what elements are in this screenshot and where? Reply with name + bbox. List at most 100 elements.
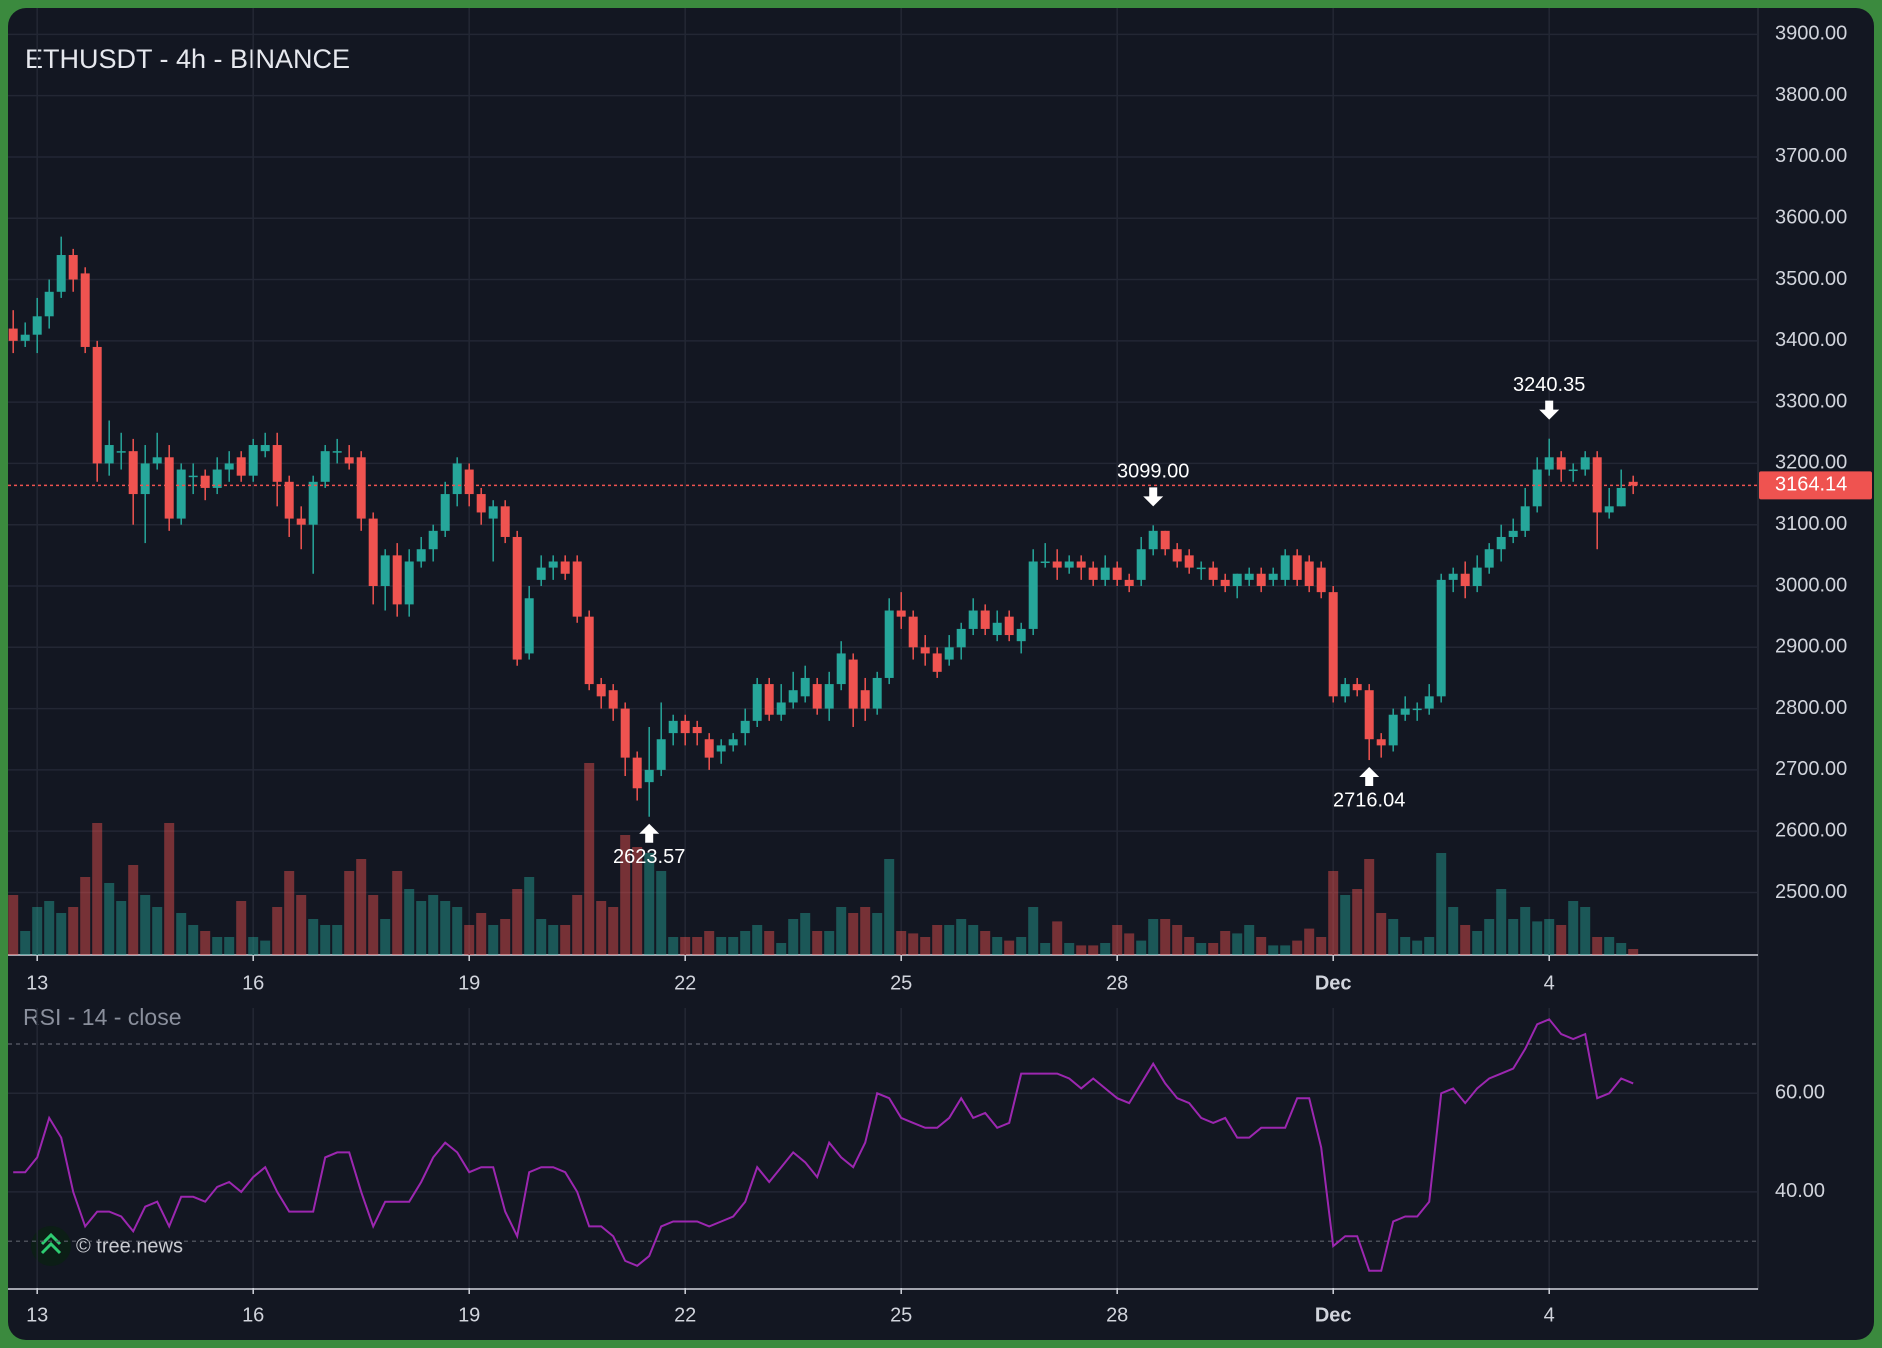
volume-bar [1052, 921, 1063, 955]
candle-body [1580, 457, 1590, 470]
candle-body [896, 610, 906, 617]
volume-bar [1412, 940, 1423, 955]
volume-bar [512, 889, 523, 955]
candle-body [968, 610, 978, 629]
volume-bar [1580, 907, 1591, 955]
volume-bar [776, 943, 787, 955]
candle-body [836, 653, 846, 685]
candle-body [1076, 561, 1086, 568]
volume-bar [1028, 907, 1039, 955]
y-tick-label: 3700.00 [1775, 145, 1847, 167]
volume-bar [356, 859, 367, 955]
volume-bar [1544, 919, 1555, 955]
candle-body [104, 445, 114, 464]
volume-bar [860, 907, 871, 955]
volume-bar [1016, 937, 1027, 955]
candle-body [380, 555, 390, 587]
candle-body [608, 690, 618, 709]
y-tick-label: 2800.00 [1775, 697, 1847, 719]
volume-bar [548, 925, 559, 955]
volume-bar [140, 895, 151, 955]
candle-body [752, 684, 762, 721]
candle-body [1472, 567, 1482, 587]
last-price-label: 3164.14 [1775, 474, 1847, 496]
x-tick-label: 25 [890, 1304, 912, 1326]
candle-body [1244, 573, 1254, 580]
volume-bar [1280, 945, 1291, 955]
x-tick-label: 4 [1544, 972, 1555, 994]
volume-bar [1520, 907, 1531, 955]
volume-bar [956, 919, 967, 955]
annotation-arrow [639, 823, 660, 843]
volume-bar [536, 919, 547, 955]
candle-body [80, 273, 90, 347]
candle-body [116, 451, 126, 453]
volume-bar [1148, 919, 1159, 955]
volume-bar [872, 913, 883, 955]
volume-bar [1040, 943, 1051, 955]
volume-bar [20, 931, 31, 955]
candle-body [1136, 549, 1146, 580]
volume-bar [176, 913, 187, 955]
volume-bar [848, 913, 859, 955]
candle-body [1220, 579, 1230, 587]
candle-body [596, 684, 606, 697]
candle-body [1160, 530, 1170, 550]
candle-body [1352, 684, 1362, 691]
x-tick-label: 13 [26, 972, 48, 994]
volume-bar [1160, 919, 1171, 955]
volume-bar [524, 877, 535, 955]
volume-bar [260, 940, 271, 955]
annotation-label: 3240.35 [1513, 374, 1585, 396]
candle-body [1436, 579, 1446, 697]
candle-body [644, 769, 654, 783]
volume-bar [1496, 889, 1507, 955]
volume-bar [932, 925, 943, 955]
candle-body [1304, 561, 1314, 587]
candle-body [356, 457, 366, 519]
volume-bar [1172, 925, 1183, 955]
volume-bar [1088, 945, 1099, 955]
candle-body [548, 561, 558, 568]
candle-body [464, 469, 474, 495]
y-tick-label: 3200.00 [1775, 452, 1847, 474]
volume-bar [764, 931, 775, 955]
candle-body [668, 720, 678, 734]
volume-bar [1436, 853, 1447, 955]
volume-bar [620, 835, 631, 955]
y-tick-label: 60.00 [1775, 1082, 1825, 1104]
volume-bar [1448, 907, 1459, 955]
volume-bar [1136, 940, 1147, 955]
volume-bar [1100, 943, 1111, 955]
candle-body [1016, 628, 1026, 642]
volume-bar [680, 937, 691, 955]
volume-bar [32, 907, 43, 955]
volume-bar [152, 907, 163, 955]
candle-body [140, 463, 150, 495]
y-tick-label: 3900.00 [1775, 23, 1847, 45]
candle-body [1544, 457, 1554, 470]
annotation-arrow [1539, 400, 1560, 420]
volume-bar [44, 901, 55, 955]
candle-body [1112, 567, 1122, 580]
volume-bar [1352, 889, 1363, 955]
candle-body [1496, 536, 1506, 550]
x-tick-label: 22 [674, 1304, 696, 1326]
candle-body [692, 726, 702, 734]
volume-bar [884, 859, 895, 955]
volume-bar [1064, 943, 1075, 955]
x-tick-label: 19 [458, 972, 480, 994]
volume-bar [1376, 913, 1387, 955]
volume-bar [788, 919, 799, 955]
annotation-arrow [1359, 767, 1380, 787]
volume-bar [488, 925, 499, 955]
candle-body [1520, 506, 1530, 531]
volume-bar [128, 865, 139, 955]
volume-bar [752, 925, 763, 955]
candle-body [728, 739, 738, 746]
candle-body [1232, 573, 1242, 587]
candle-body [884, 610, 894, 678]
candle-body [1040, 561, 1050, 563]
x-tick-label: 19 [458, 1304, 480, 1326]
volume-bar [476, 913, 487, 955]
